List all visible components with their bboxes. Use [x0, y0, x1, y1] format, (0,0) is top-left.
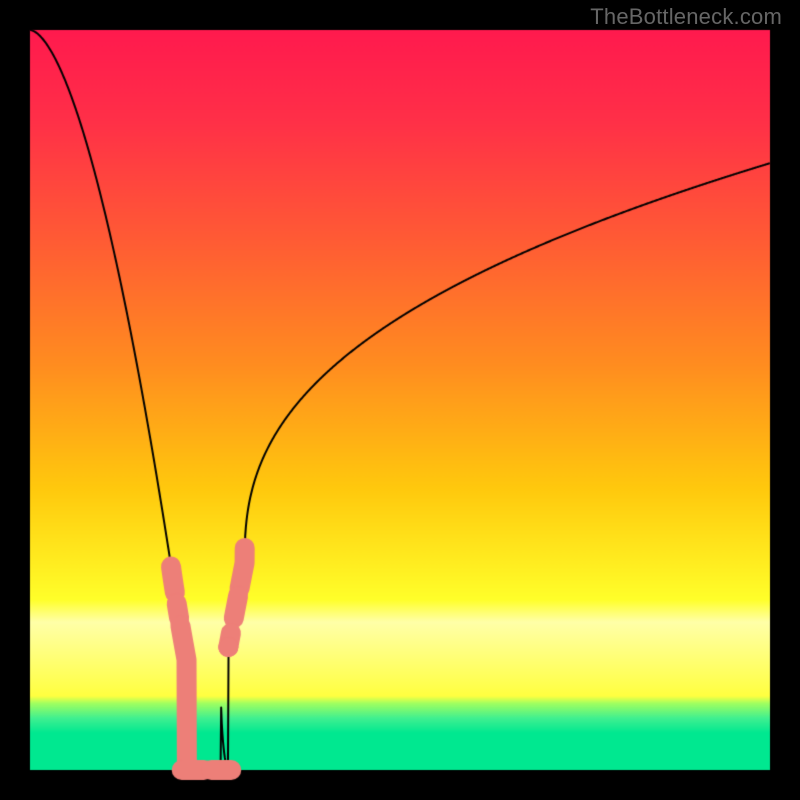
- chart-root: TheBottleneck.com: [0, 0, 800, 800]
- watermark-text: TheBottleneck.com: [590, 4, 782, 30]
- bottleneck-curve: [0, 0, 800, 800]
